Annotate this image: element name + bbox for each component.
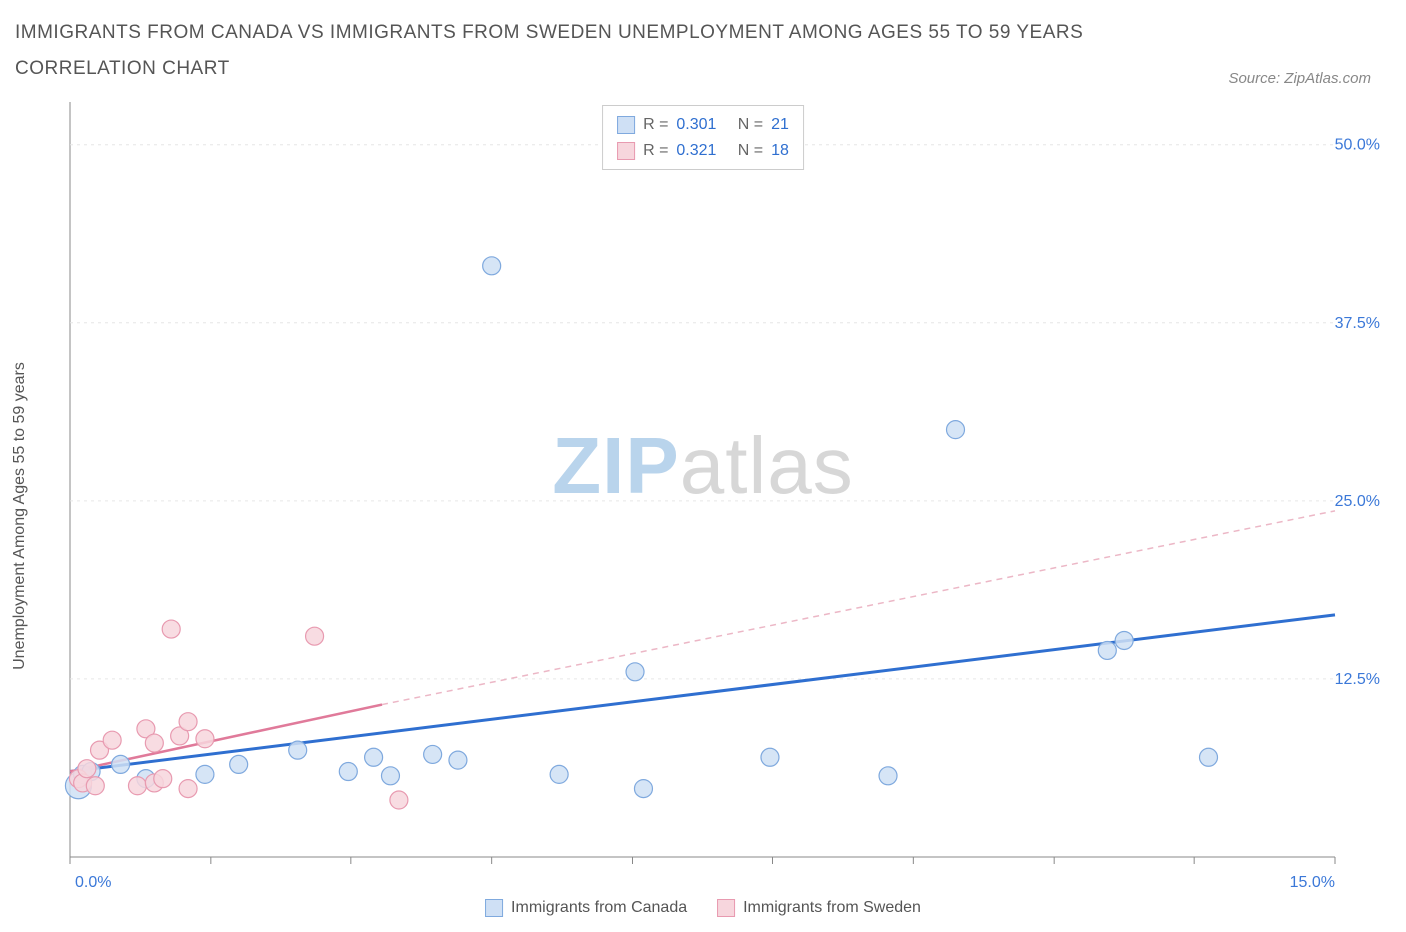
chart-title: IMMIGRANTS FROM CANADA VS IMMIGRANTS FRO… bbox=[15, 15, 1115, 87]
svg-text:15.0%: 15.0% bbox=[1290, 874, 1335, 891]
chart-container: Unemployment Among Ages 55 to 59 years 1… bbox=[15, 97, 1391, 917]
legend-series-label: Immigrants from Sweden bbox=[743, 899, 921, 917]
y-axis-label: Unemployment Among Ages 55 to 59 years bbox=[11, 362, 29, 670]
legend-series-item: Immigrants from Sweden bbox=[717, 899, 921, 917]
svg-text:50.0%: 50.0% bbox=[1335, 137, 1380, 154]
legend-series-item: Immigrants from Canada bbox=[485, 899, 687, 917]
svg-text:25.0%: 25.0% bbox=[1335, 493, 1380, 510]
svg-text:0.0%: 0.0% bbox=[75, 874, 111, 891]
svg-text:37.5%: 37.5% bbox=[1335, 315, 1380, 332]
legend-swatch bbox=[485, 899, 503, 917]
legend-series-label: Immigrants from Canada bbox=[511, 899, 687, 917]
legend-stats: R = 0.301 N = 21 R = 0.321 N = 18 bbox=[602, 105, 804, 170]
legend-swatch bbox=[717, 899, 735, 917]
legend-stat-row: R = 0.301 N = 21 bbox=[617, 112, 789, 138]
legend-series: Immigrants from Canada Immigrants from Sw… bbox=[485, 899, 921, 917]
legend-stat-row: R = 0.321 N = 18 bbox=[617, 138, 789, 164]
header: IMMIGRANTS FROM CANADA VS IMMIGRANTS FRO… bbox=[15, 15, 1391, 87]
legend-swatch bbox=[617, 142, 635, 160]
scatter-chart: 12.5% 25.0% 37.5% 50.0% 0.0% 15.0% bbox=[15, 97, 1391, 917]
svg-text:12.5%: 12.5% bbox=[1335, 671, 1380, 688]
source-attribution: Source: ZipAtlas.com bbox=[1228, 70, 1391, 87]
legend-swatch bbox=[617, 116, 635, 134]
